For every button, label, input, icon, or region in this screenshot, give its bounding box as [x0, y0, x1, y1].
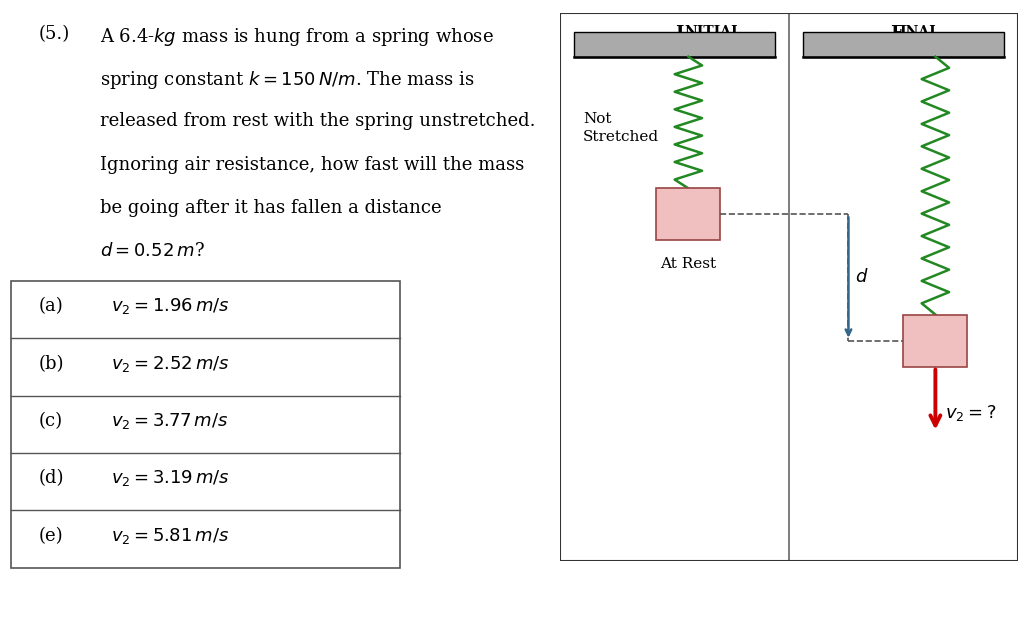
Text: be going after it has fallen a distance: be going after it has fallen a distance: [100, 199, 442, 217]
FancyBboxPatch shape: [11, 281, 400, 568]
Text: $v_2 = 3.77\,m/s$: $v_2 = 3.77\,m/s$: [111, 411, 228, 431]
Text: $v_2 = 5.81\,m/s$: $v_2 = 5.81\,m/s$: [111, 526, 229, 546]
Bar: [803, 32, 1004, 57]
Text: A 6.4-$\mathit{kg}$ mass is hung from a spring whose: A 6.4-$\mathit{kg}$ mass is hung from a …: [100, 26, 493, 47]
Text: F: F: [889, 25, 903, 43]
Text: $v_2 = 3.19\,m/s$: $v_2 = 3.19\,m/s$: [111, 468, 230, 489]
Text: $v_2 = 1.96\,m/s$: $v_2 = 1.96\,m/s$: [111, 296, 230, 316]
Text: $d$: $d$: [855, 269, 869, 286]
Text: INAL: INAL: [900, 25, 940, 39]
Text: (e): (e): [39, 527, 64, 545]
Text: NITIAL: NITIAL: [685, 25, 741, 39]
Text: $d = 0.52\,m$?: $d = 0.52\,m$?: [100, 242, 205, 260]
Text: (a): (a): [39, 297, 64, 315]
Text: (d): (d): [39, 470, 65, 487]
Text: $v_2 =?$: $v_2 =?$: [946, 403, 997, 423]
Text: At Rest: At Rest: [660, 257, 717, 271]
Text: I: I: [674, 25, 684, 43]
Text: spring constant $k = 150\,N/m$. The mass is: spring constant $k = 150\,N/m$. The mass…: [100, 69, 474, 91]
Bar: [656, 188, 721, 241]
Text: Ignoring air resistance, how fast will the mass: Ignoring air resistance, how fast will t…: [100, 156, 524, 174]
Text: (5.): (5.): [39, 26, 70, 43]
Bar: [904, 315, 967, 367]
Bar: [574, 32, 775, 57]
Text: Not
Stretched: Not Stretched: [583, 112, 659, 144]
Text: (c): (c): [39, 412, 63, 430]
Text: $v_2 = 2.52\,m/s$: $v_2 = 2.52\,m/s$: [111, 353, 230, 374]
Text: (b): (b): [39, 355, 65, 373]
Text: released from rest with the spring unstretched.: released from rest with the spring unstr…: [100, 112, 536, 130]
